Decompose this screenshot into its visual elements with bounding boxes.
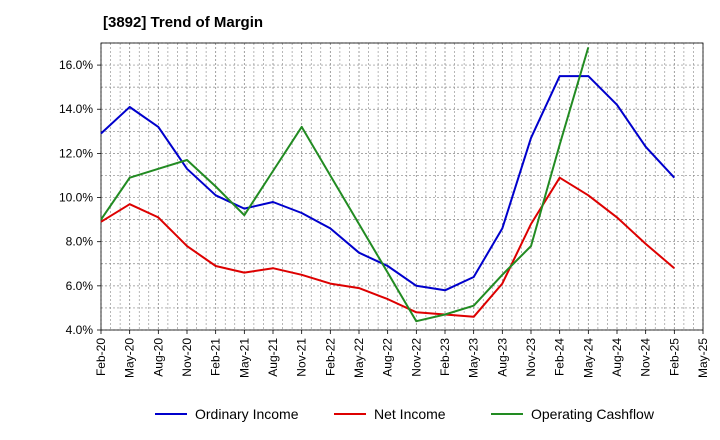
chart-title: [3892] Trend of Margin: [103, 14, 264, 31]
x-tick-label: Aug-20: [151, 338, 165, 377]
plot-frame: [100, 42, 704, 331]
series-line-net-income: [100, 176, 675, 318]
y-tick-label: 14.0%: [59, 102, 93, 116]
x-tick-label: May-24: [581, 338, 595, 378]
y-tick-label: 4.0%: [66, 323, 94, 337]
y-tick-label: 12.0%: [59, 146, 93, 160]
series-line-ordinary-income: [100, 75, 676, 292]
x-tick-label: May-20: [123, 338, 137, 378]
x-tick-label: Nov-22: [409, 338, 423, 377]
x-tick-label: Feb-22: [323, 338, 337, 376]
x-tick-label: May-23: [467, 338, 481, 378]
x-tick-label: Feb-23: [438, 338, 452, 376]
x-tick-label: Aug-21: [266, 338, 280, 377]
x-tick-label: Nov-21: [295, 338, 309, 377]
x-tick-label: Nov-20: [180, 338, 194, 377]
x-tick-label: Feb-20: [94, 338, 108, 376]
x-tick-label: Nov-23: [524, 338, 538, 377]
x-tick-label: Aug-23: [495, 338, 509, 377]
x-tick-label: Feb-21: [209, 338, 223, 376]
y-tick-label: 8.0%: [66, 235, 94, 249]
y-tick-label: 6.0%: [66, 279, 94, 293]
series-line-operating-cashflow: [100, 47, 590, 323]
legend-label: Operating Cashflow: [531, 406, 655, 422]
x-tick-label: Aug-24: [610, 338, 624, 377]
y-tick-label: 16.0%: [59, 58, 93, 72]
x-tick-label: May-22: [352, 338, 366, 378]
legend-label: Net Income: [374, 406, 446, 422]
x-tick-label: May-25: [696, 338, 710, 378]
legend-label: Ordinary Income: [195, 406, 299, 422]
plot-area: [101, 43, 703, 330]
x-tick-label: Nov-24: [639, 338, 653, 377]
x-tick-label: Feb-25: [667, 338, 681, 376]
x-tick-label: Feb-24: [553, 338, 567, 376]
x-tick-label: Aug-22: [381, 338, 395, 377]
x-tick-label: May-21: [237, 338, 251, 378]
y-tick-label: 10.0%: [59, 191, 93, 205]
